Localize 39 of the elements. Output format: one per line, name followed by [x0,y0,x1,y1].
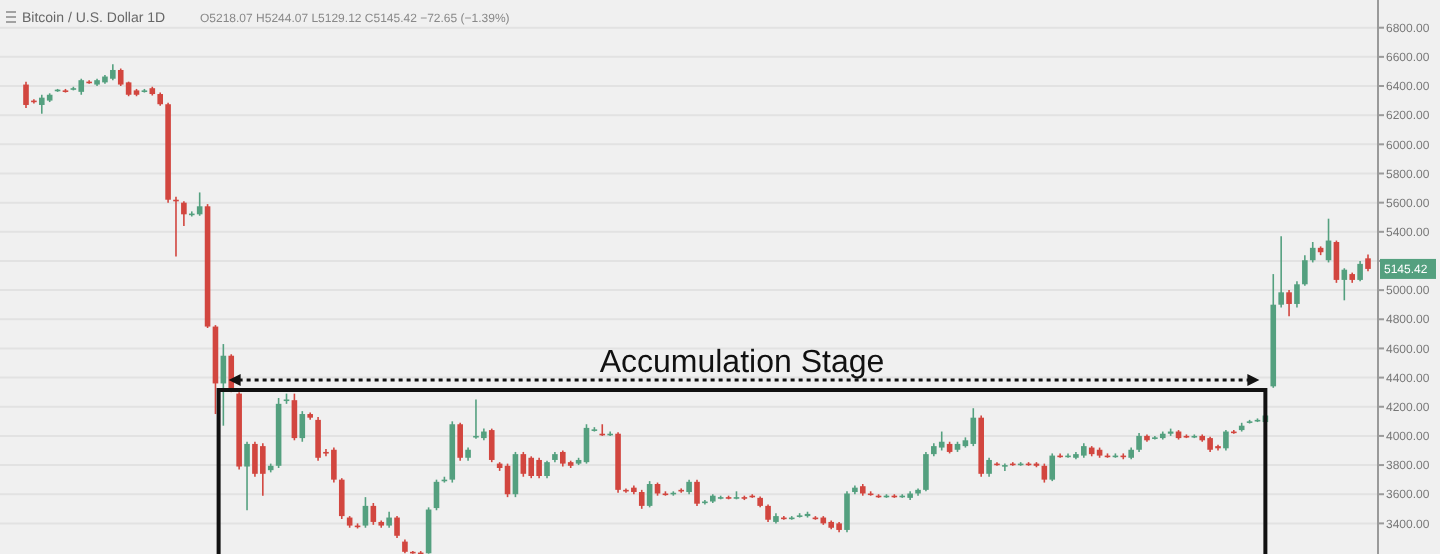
candlestick [362,496,369,529]
candlestick [938,430,945,452]
candlestick [528,455,535,479]
candlestick [181,200,187,227]
candlestick [315,416,321,462]
candlestick [844,490,850,533]
candlestick [986,456,992,478]
candlestick [38,93,45,115]
candlestick [473,398,479,440]
candlestick [299,410,306,443]
candlestick [394,515,400,539]
candlestick [338,477,345,520]
candlestick [520,451,527,478]
candlestick [1302,254,1308,287]
candlestick [694,478,700,507]
candlestick [1286,289,1292,318]
candlestick [1223,429,1229,452]
candlestick [638,489,645,510]
candlestick [1357,260,1363,283]
candlestick [457,421,463,462]
candlestick [1049,452,1056,482]
annotation: Accumulation Stage [599,346,885,380]
candlestick [1136,432,1142,453]
candlestick [1294,280,1300,309]
candlestick [1309,241,1316,264]
candlestick [1278,235,1284,309]
candlestick [252,440,258,478]
candlestick [488,427,495,463]
candlestick [1041,462,1048,484]
candlestick [646,480,653,509]
candlestick [536,456,542,479]
candlestick [331,446,337,484]
candlestick [970,407,977,447]
candlestick [923,451,929,493]
candlestick [260,442,266,497]
candlestick [291,392,298,442]
candlestick [1333,239,1340,284]
candlestick [244,440,250,512]
candlestick [23,80,29,109]
